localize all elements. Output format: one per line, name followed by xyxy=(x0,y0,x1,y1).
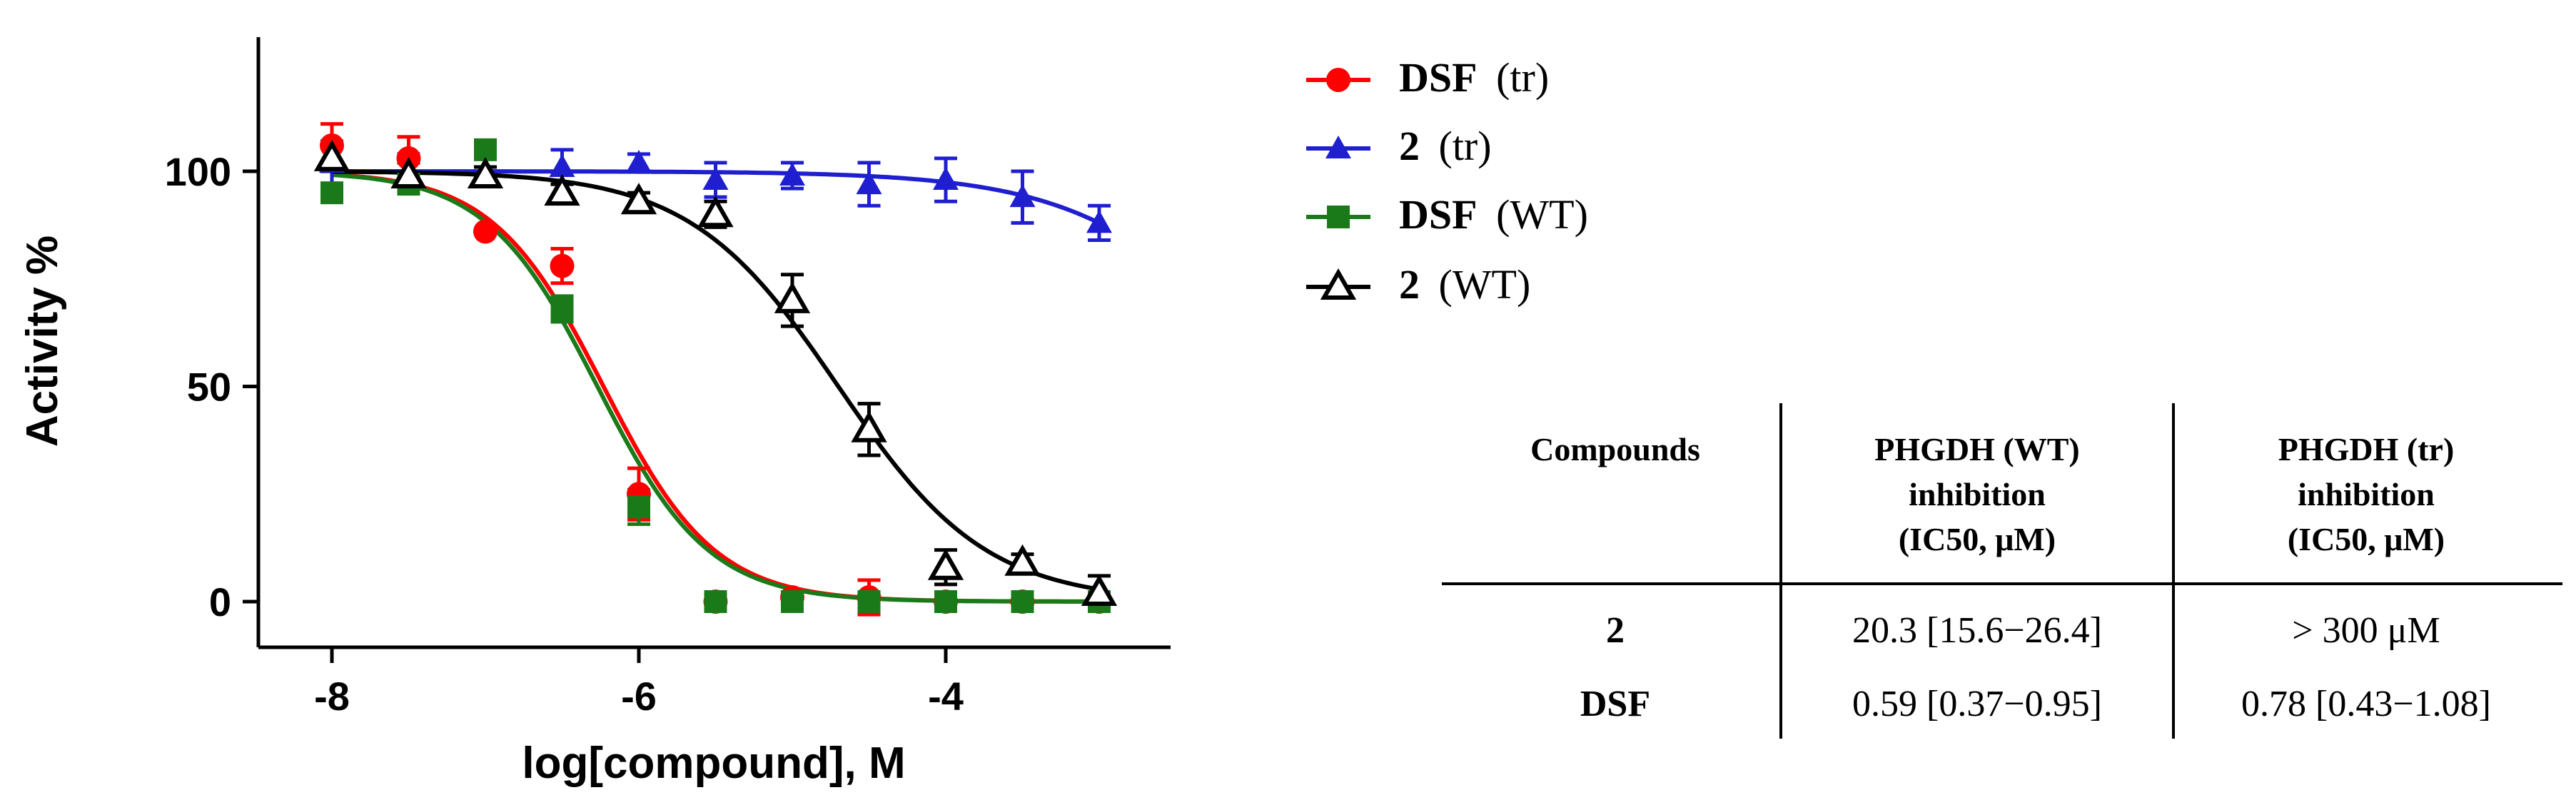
table-row-2-tr: > 300 μM xyxy=(2292,610,2440,651)
data-point-2-4 xyxy=(627,495,650,519)
y-tick-label: 100 xyxy=(165,149,231,194)
data-point-3-3 xyxy=(544,174,580,206)
plot-axes xyxy=(256,37,1171,649)
data-points xyxy=(313,133,1118,614)
legend-item-dsf-tr: DSF (tr) xyxy=(1306,54,1549,101)
data-point-2-9 xyxy=(1011,590,1034,613)
legend-label-2-tr-bold: 2 xyxy=(1399,123,1420,169)
svg-text:2 (WT): 2 (WT) xyxy=(1399,261,1530,308)
data-point-3-6 xyxy=(774,281,811,313)
legend-marker xyxy=(1327,206,1350,228)
y-tick-label: 50 xyxy=(187,365,231,410)
data-point-3-5 xyxy=(697,196,734,228)
data-point-2-6 xyxy=(781,590,804,613)
legend-item-2-tr: 2 (tr) xyxy=(1306,123,1492,169)
x-axis-title: log[compound], M xyxy=(522,739,905,788)
table-header-wt-line1: PHGDH (WT) xyxy=(1874,431,2079,467)
data-point-3-9 xyxy=(1004,544,1041,576)
data-point-1-8 xyxy=(933,167,959,191)
data-point-2-8 xyxy=(934,590,957,613)
table-header-wt-line3: (IC50, μM) xyxy=(1899,521,2056,557)
data-point-2-0 xyxy=(320,181,343,205)
data-point-3-1 xyxy=(390,156,427,189)
fit-curves xyxy=(331,169,1101,604)
data-point-2-7 xyxy=(857,590,881,613)
y-tick-label: 0 xyxy=(209,579,231,624)
legend-item-2-wt: 2 (WT) xyxy=(1306,261,1530,308)
data-point-3-0 xyxy=(313,139,350,171)
fit-curve-3 xyxy=(331,169,1100,592)
table-header-tr-line1: PHGDH (tr) xyxy=(2278,431,2455,467)
table-row-dsf-tr: 0.78 [0.43−1.08] xyxy=(2241,684,2491,724)
table-header-wt-line2: inhibition xyxy=(1909,476,2046,512)
y-axis-ticks: 0 50 100 xyxy=(165,149,258,624)
legend-symbol-2-wt xyxy=(1306,268,1370,300)
legend-label-2-tr-suffix: (tr) xyxy=(1439,123,1492,169)
x-tick-label: -8 xyxy=(314,674,350,719)
fit-curve-2 xyxy=(331,173,1099,604)
table-header-tr-line2: inhibition xyxy=(2298,476,2435,512)
data-point-1-10 xyxy=(1086,210,1112,233)
data-point-1-5 xyxy=(702,167,729,191)
svg-text:DSF (WT): DSF (WT) xyxy=(1399,191,1588,238)
legend-marker xyxy=(1326,68,1350,92)
svg-text:2 (tr): 2 (tr) xyxy=(1399,123,1492,169)
data-point-1-6 xyxy=(779,163,805,186)
data-point-1-9 xyxy=(1009,184,1036,208)
table-row-dsf-wt: 0.59 [0.37−0.95] xyxy=(1852,684,2102,724)
legend-marker xyxy=(1320,268,1357,300)
legend: DSF (tr) 2 (tr) DSF (WT) 2 (WT) xyxy=(1306,54,1588,308)
data-point-3-8 xyxy=(927,548,964,580)
table-row-2-wt: 20.3 [15.6−26.4] xyxy=(1852,610,2102,651)
data-point-0-3 xyxy=(550,253,575,278)
ic50-table: Compounds PHGDH (WT) inhibition (IC50, μ… xyxy=(1442,403,2562,739)
legend-label-dsf-wt-suffix: (WT) xyxy=(1496,191,1588,238)
legend-symbol-2-tr xyxy=(1306,136,1370,158)
data-point-1-4 xyxy=(626,149,652,173)
x-tick-label: -6 xyxy=(621,674,657,719)
data-point-3-4 xyxy=(620,183,657,215)
data-point-2-5 xyxy=(704,590,727,613)
data-point-3-10 xyxy=(1081,574,1118,606)
data-point-2-3 xyxy=(550,297,574,320)
legend-item-dsf-wt: DSF (WT) xyxy=(1306,191,1588,238)
legend-label-dsf-wt-bold: DSF xyxy=(1399,191,1478,238)
legend-label-2-wt-bold: 2 xyxy=(1399,261,1420,308)
data-point-1-3 xyxy=(549,153,575,177)
legend-symbol-dsf-wt xyxy=(1306,206,1370,228)
data-point-0-2 xyxy=(473,219,497,244)
data-point-3-2 xyxy=(467,156,504,189)
svg-text:DSF (tr): DSF (tr) xyxy=(1399,54,1549,101)
data-point-1-7 xyxy=(856,171,882,195)
x-axis-ticks: -8 -6 -4 xyxy=(314,647,964,719)
table-header-tr-line3: (IC50, μM) xyxy=(2288,521,2445,557)
legend-label-dsf-tr-suffix: (tr) xyxy=(1496,54,1549,101)
data-point-3-7 xyxy=(851,410,887,442)
x-tick-label: -4 xyxy=(928,674,964,719)
legend-label-2-wt-suffix: (WT) xyxy=(1439,261,1531,308)
table-row-dsf-compound: DSF xyxy=(1580,684,1650,724)
legend-marker xyxy=(1325,136,1351,158)
y-axis-title: Activity % xyxy=(18,236,67,447)
legend-symbol-dsf-tr xyxy=(1306,68,1370,92)
legend-label-dsf-tr-bold: DSF xyxy=(1399,54,1478,101)
table-row-2-compound: 2 xyxy=(1606,610,1625,651)
table-header-compounds: Compounds xyxy=(1530,431,1700,467)
